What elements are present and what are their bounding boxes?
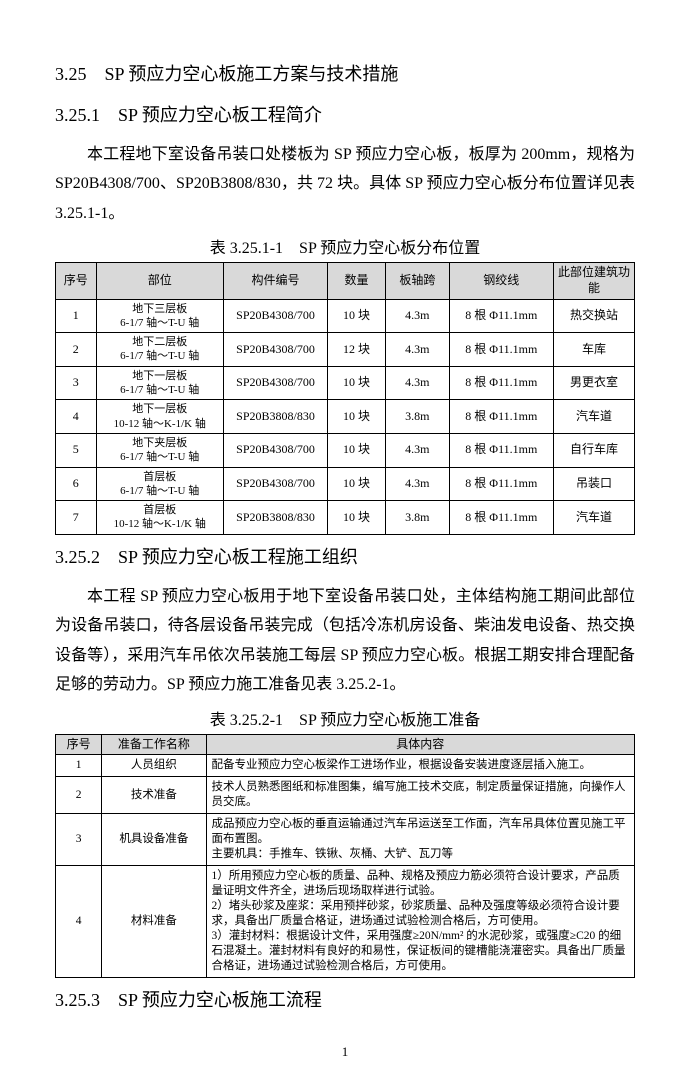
table-header: 此部位建筑功能 <box>553 263 634 299</box>
table-cell: 男更衣室 <box>553 366 634 400</box>
table-cell: 成品预应力空心板的垂直运输通过汽车吊运送至工作面，汽车吊具体位置见施工平面布置图… <box>206 814 634 866</box>
table-cell: 10 块 <box>328 433 386 467</box>
table-row: 7首层板10-12 轴～K-1/K 轴SP20B3808/83010 块3.8m… <box>56 501 635 535</box>
table-cell: 地下三层板6-1/7 轴～T-U 轴 <box>96 299 223 333</box>
table-cell: 3 <box>56 814 102 866</box>
table-header: 数量 <box>328 263 386 299</box>
table-cell: SP20B3808/830 <box>223 400 327 434</box>
table-cell: 8 根 Φ11.1mm <box>449 433 553 467</box>
table-header: 准备工作名称 <box>102 734 206 755</box>
table-row: 1人员组织配备专业预应力空心板梁作工进场作业，根据设备安装进度逐层插入施工。 <box>56 755 635 777</box>
table-cell: 4 <box>56 866 102 978</box>
table-cell: 8 根 Φ11.1mm <box>449 299 553 333</box>
table-cell: 10 块 <box>328 299 386 333</box>
table-cell: 8 根 Φ11.1mm <box>449 333 553 367</box>
table-cell: 3.8m <box>386 501 450 535</box>
table-header: 序号 <box>56 263 97 299</box>
table-cell: SP20B4308/700 <box>223 467 327 501</box>
table-cell: 3.8m <box>386 400 450 434</box>
table-cell: 5 <box>56 433 97 467</box>
table-row: 6首层板6-1/7 轴～T-U 轴SP20B4308/70010 块4.3m8 … <box>56 467 635 501</box>
page-number: 1 <box>55 1044 635 1060</box>
table-caption-1: 表 3.25.1-1 SP 预应力空心板分布位置 <box>55 234 635 258</box>
heading-3-25-2: 3.25.2 SP 预应力空心板工程施工组织 <box>55 543 635 572</box>
table-cell: 6 <box>56 467 97 501</box>
paragraph-org: 本工程 SP 预应力空心板用于地下室设备吊装口处，主体结构施工期间此部位为设备吊… <box>55 582 635 700</box>
table-cell: 地下一层板6-1/7 轴～T-U 轴 <box>96 366 223 400</box>
table-cell: 人员组织 <box>102 755 206 777</box>
table-cell: SP20B4308/700 <box>223 366 327 400</box>
table-header: 序号 <box>56 734 102 755</box>
table-cell: 地下一层板10-12 轴～K-1/K 轴 <box>96 400 223 434</box>
table-cell: 4 <box>56 400 97 434</box>
table-cell: 8 根 Φ11.1mm <box>449 501 553 535</box>
table-cell: 吊装口 <box>553 467 634 501</box>
table-cell: 8 根 Φ11.1mm <box>449 400 553 434</box>
heading-3-25-1: 3.25.1 SP 预应力空心板工程简介 <box>55 101 635 130</box>
table-cell: SP20B4308/700 <box>223 299 327 333</box>
table-cell: 首层板10-12 轴～K-1/K 轴 <box>96 501 223 535</box>
heading-3-25-3: 3.25.3 SP 预应力空心板施工流程 <box>55 986 635 1015</box>
table-cell: 8 根 Φ11.1mm <box>449 366 553 400</box>
table-cell: SP20B4308/700 <box>223 433 327 467</box>
table-cell: 技术人员熟悉图纸和标准图集，编写施工技术交底，制定质量保证措施，向操作人员交底。 <box>206 777 634 814</box>
table-cell: 8 根 Φ11.1mm <box>449 467 553 501</box>
heading-3-25: 3.25 SP 预应力空心板施工方案与技术措施 <box>55 60 635 89</box>
table-caption-2: 表 3.25.2-1 SP 预应力空心板施工准备 <box>55 706 635 730</box>
table-cell: 地下夹层板6-1/7 轴～T-U 轴 <box>96 433 223 467</box>
table-cell: 机具设备准备 <box>102 814 206 866</box>
table-row: 3机具设备准备成品预应力空心板的垂直运输通过汽车吊运送至工作面，汽车吊具体位置见… <box>56 814 635 866</box>
table-cell: 1）所用预应力空心板的质量、品种、规格及预应力筋必须符合设计要求，产品质量证明文… <box>206 866 634 978</box>
table-cell: 10 块 <box>328 400 386 434</box>
table-cell: 1 <box>56 755 102 777</box>
table-cell: 4.3m <box>386 299 450 333</box>
table-cell: 3 <box>56 366 97 400</box>
table-row: 4材料准备1）所用预应力空心板的质量、品种、规格及预应力筋必须符合设计要求，产品… <box>56 866 635 978</box>
table-row: 3地下一层板6-1/7 轴～T-U 轴SP20B4308/70010 块4.3m… <box>56 366 635 400</box>
table-cell: 自行车库 <box>553 433 634 467</box>
table-cell: 技术准备 <box>102 777 206 814</box>
table-header: 部位 <box>96 263 223 299</box>
table-row: 4地下一层板10-12 轴～K-1/K 轴SP20B3808/83010 块3.… <box>56 400 635 434</box>
table-header: 构件编号 <box>223 263 327 299</box>
table-cell: 4.3m <box>386 366 450 400</box>
table-cell: 10 块 <box>328 366 386 400</box>
table-cell: 4.3m <box>386 433 450 467</box>
table-cell: 2 <box>56 777 102 814</box>
table-cell: SP20B3808/830 <box>223 501 327 535</box>
table-preparation: 序号准备工作名称具体内容 1人员组织配备专业预应力空心板梁作工进场作业，根据设备… <box>55 734 635 978</box>
table-cell: 10 块 <box>328 467 386 501</box>
table-cell: 首层板6-1/7 轴～T-U 轴 <box>96 467 223 501</box>
page: 3.25 SP 预应力空心板施工方案与技术措施 3.25.1 SP 预应力空心板… <box>0 0 690 1080</box>
paragraph-intro: 本工程地下室设备吊装口处楼板为 SP 预应力空心板，板厚为 200mm，规格为 … <box>55 140 635 229</box>
table-cell: 汽车道 <box>553 501 634 535</box>
table-cell: 配备专业预应力空心板梁作工进场作业，根据设备安装进度逐层插入施工。 <box>206 755 634 777</box>
table-cell: 1 <box>56 299 97 333</box>
table-layout-positions: 序号部位构件编号数量板轴跨钢绞线此部位建筑功能 1地下三层板6-1/7 轴～T-… <box>55 262 635 534</box>
table-cell: 汽车道 <box>553 400 634 434</box>
table-cell: 2 <box>56 333 97 367</box>
table-cell: 10 块 <box>328 501 386 535</box>
table-row: 1地下三层板6-1/7 轴～T-U 轴SP20B4308/70010 块4.3m… <box>56 299 635 333</box>
table-cell: 4.3m <box>386 333 450 367</box>
table-cell: 材料准备 <box>102 866 206 978</box>
table-cell: 4.3m <box>386 467 450 501</box>
table-header: 具体内容 <box>206 734 634 755</box>
table-row: 2地下二层板6-1/7 轴～T-U 轴SP20B4308/70012 块4.3m… <box>56 333 635 367</box>
table-cell: 地下二层板6-1/7 轴～T-U 轴 <box>96 333 223 367</box>
table-cell: 热交换站 <box>553 299 634 333</box>
table-row: 2技术准备技术人员熟悉图纸和标准图集，编写施工技术交底，制定质量保证措施，向操作… <box>56 777 635 814</box>
table-header: 钢绞线 <box>449 263 553 299</box>
table-row: 5地下夹层板6-1/7 轴～T-U 轴SP20B4308/70010 块4.3m… <box>56 433 635 467</box>
table-cell: 7 <box>56 501 97 535</box>
table-cell: 12 块 <box>328 333 386 367</box>
table-cell: 车库 <box>553 333 634 367</box>
table-header: 板轴跨 <box>386 263 450 299</box>
table-cell: SP20B4308/700 <box>223 333 327 367</box>
